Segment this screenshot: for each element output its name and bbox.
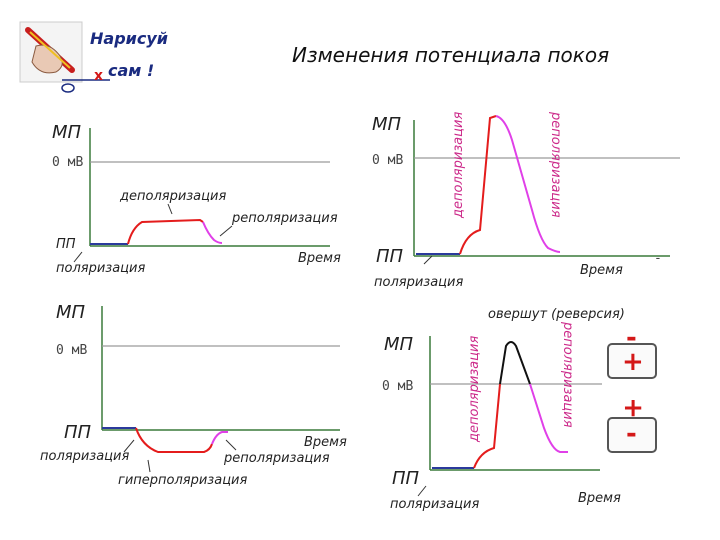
repolarization-curve bbox=[211, 431, 228, 445]
svg-text:x: x bbox=[94, 68, 103, 84]
pointer-line bbox=[147, 459, 151, 473]
time-label: Время bbox=[304, 435, 347, 450]
pointer-line bbox=[219, 225, 233, 237]
mp-label: МП bbox=[56, 302, 86, 323]
logo-line2: сам ! bbox=[108, 61, 154, 80]
minus-sign-inside: - bbox=[626, 419, 637, 449]
time-label: Время bbox=[298, 251, 341, 266]
depolarization-vertical-label: деполяризация bbox=[467, 336, 482, 443]
depolarization-curve bbox=[459, 115, 497, 255]
repolarization-label: реполяризация bbox=[231, 211, 338, 226]
repolarization-vertical-label: реполяризация bbox=[560, 321, 575, 428]
time-label: Время bbox=[580, 263, 623, 278]
pointer-line bbox=[167, 203, 173, 215]
panel-bottom-left: МП 0 мВ ПП Время поляризация гиперполяри… bbox=[40, 302, 347, 488]
polarization-label: поляризация bbox=[40, 449, 129, 464]
zero-mv-label: 0 мВ bbox=[56, 343, 87, 358]
zero-mv-label: 0 мВ bbox=[372, 153, 403, 168]
depolarization-label: деполяризация bbox=[119, 189, 226, 204]
polarization-label: поляризация bbox=[374, 275, 463, 290]
pointer-line bbox=[423, 255, 433, 265]
pp-label: ПП bbox=[56, 237, 76, 252]
pointer-line bbox=[225, 439, 237, 451]
mp-label: МП bbox=[372, 114, 402, 135]
charge-sign-boxes: - + + - bbox=[607, 323, 657, 453]
logo-line1: Нарисуй bbox=[90, 29, 168, 48]
polarization-label: поляризация bbox=[390, 497, 479, 512]
mp-label: МП bbox=[52, 122, 82, 143]
repolarization-label: реполяризация bbox=[223, 451, 330, 466]
zero-mv-label: 0 мВ bbox=[52, 155, 83, 170]
plus-sign-inside: + bbox=[622, 347, 644, 377]
pp-label: ПП bbox=[392, 468, 420, 489]
panel-top-right: МП 0 мВ ПП Время поляризация деполяризац… bbox=[372, 111, 680, 290]
resting-charge-box bbox=[607, 417, 657, 453]
pp-label: ПП bbox=[376, 246, 404, 267]
pointer-line bbox=[417, 485, 427, 497]
overshoot-label: овершут (реверсия) bbox=[488, 307, 625, 322]
pointer-line bbox=[123, 439, 135, 453]
hyperpolarization-curve bbox=[135, 427, 213, 453]
repolarization-curve bbox=[202, 221, 223, 244]
plus-sign-top: + bbox=[622, 393, 644, 423]
panel-top-left: МП 0 мВ ПП Время деполяризация реполяриз… bbox=[52, 122, 341, 276]
pointer-line bbox=[73, 251, 83, 263]
depolarization-curve bbox=[473, 383, 501, 469]
depolarization-curve bbox=[127, 218, 204, 245]
reversed-charge-box bbox=[607, 343, 657, 379]
depolarization-vertical-label: деполяризация bbox=[451, 112, 466, 219]
panel-bottom-right: МП 0 мВ ПП Время поляризация овершут (ре… bbox=[382, 307, 625, 512]
stray-mark: - bbox=[654, 251, 662, 266]
time-label: Время bbox=[578, 491, 621, 506]
logo-scribbles: x bbox=[61, 68, 110, 93]
pp-label: ПП bbox=[64, 422, 92, 443]
hyperpolarization-label: гиперполяризация bbox=[118, 473, 247, 488]
pencil-hand-icon bbox=[25, 27, 75, 74]
page-title: Изменения потенциала покоя bbox=[292, 43, 609, 67]
polarization-label: поляризация bbox=[56, 261, 145, 276]
repolarization-vertical-label: реполяризация bbox=[548, 111, 563, 218]
overshoot-curve bbox=[499, 341, 531, 385]
mp-label: МП bbox=[384, 334, 414, 355]
minus-sign-top: - bbox=[626, 323, 637, 353]
draw-yourself-logo: Нарисуй сам ! x bbox=[19, 21, 168, 93]
repolarization-curve bbox=[495, 115, 561, 253]
repolarization-curve bbox=[529, 383, 568, 453]
zero-mv-label: 0 мВ bbox=[382, 379, 413, 394]
